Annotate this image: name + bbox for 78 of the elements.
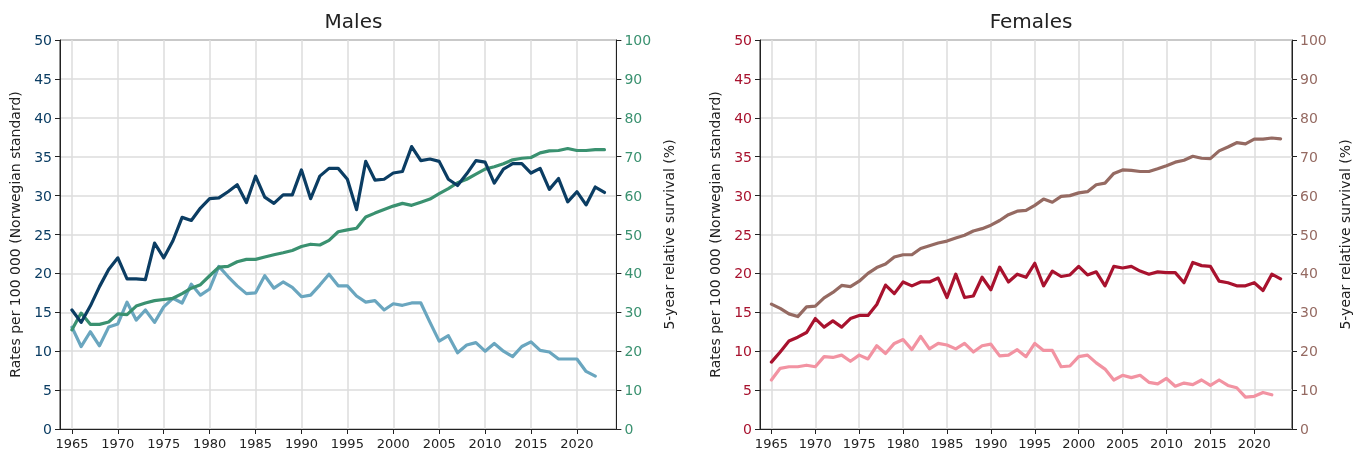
y-tick-label: 30 — [34, 187, 52, 204]
x-tick-label: 2005 — [1106, 436, 1140, 451]
x-tick-label: 1980 — [886, 436, 920, 451]
y2-tick-label: 30 — [624, 304, 643, 321]
y-tick-label: 35 — [34, 148, 52, 165]
x-tick-label: 2000 — [1062, 436, 1096, 451]
x-tick-label: 1995 — [1018, 436, 1052, 451]
x-tick-label: 2005 — [422, 436, 456, 451]
y-tick-label: 25 — [734, 226, 752, 243]
y-tick-label: 30 — [734, 187, 752, 204]
x-tick-label: 1970 — [101, 436, 135, 451]
y-tick-label: 25 — [34, 226, 52, 243]
x-tick-label: 1995 — [330, 436, 364, 451]
y2-tick-label: 50 — [1300, 226, 1318, 243]
y-tick-label: 40 — [34, 109, 52, 126]
y2-tick-label: 70 — [624, 148, 643, 165]
x-tick-label: 1975 — [147, 436, 181, 451]
y2-tick-label: 90 — [624, 70, 643, 87]
y-axis-title: Rates per 100 000 (Norwegian standard) — [707, 91, 723, 378]
x-tick-label: 2015 — [514, 436, 548, 451]
line-series — [769, 136, 1283, 319]
x-tick-label: 1965 — [55, 436, 89, 451]
y-tick-label: 20 — [734, 265, 752, 282]
x-tick-label: 1985 — [239, 436, 273, 451]
y-tick-label: 40 — [734, 109, 752, 126]
x-tick-label: 1975 — [842, 436, 876, 451]
y-tick-label: 35 — [734, 148, 752, 165]
y-tick-label: 45 — [34, 70, 52, 87]
y-tick-label: 15 — [734, 304, 752, 321]
y2-tick-label: 100 — [1300, 32, 1327, 48]
x-tick-label: 1985 — [930, 436, 964, 451]
y-tick-label: 10 — [734, 343, 752, 360]
y-tick-label: 0 — [43, 421, 52, 437]
y-tick-label: 50 — [734, 32, 752, 48]
y2-tick-label: 90 — [1300, 70, 1318, 87]
x-tick-label: 2020 — [1237, 436, 1271, 451]
y-tick-label: 15 — [34, 304, 52, 321]
y2-tick-label: 80 — [624, 109, 643, 126]
y2-tick-label: 100 — [624, 32, 652, 48]
y2-tick-label: 0 — [1300, 421, 1309, 437]
y-axis-title: Rates per 100 000 (Norwegian standard) — [7, 91, 23, 378]
y-tick-label: 0 — [743, 421, 752, 437]
y-tick-label: 45 — [734, 70, 752, 87]
x-tick-label: 2010 — [1149, 436, 1184, 451]
x-tick-label: 1990 — [974, 436, 1008, 451]
y-tick-label: 20 — [34, 265, 52, 282]
y2-tick-label: 40 — [624, 265, 643, 282]
chart-title: Females — [989, 9, 1073, 33]
x-tick-label: 2000 — [376, 436, 410, 451]
x-tick-label: 1970 — [798, 436, 832, 451]
y-tick-label: 50 — [34, 32, 52, 48]
y2-tick-label: 10 — [624, 382, 643, 399]
y2-axis-title: 5-year relative survival (%) — [661, 139, 677, 330]
y2-tick-label: 20 — [624, 343, 643, 360]
y2-tick-label: 0 — [624, 421, 634, 437]
x-tick-label: 1980 — [193, 436, 227, 451]
y2-tick-label: 70 — [1300, 148, 1318, 165]
y2-tick-label: 60 — [624, 187, 643, 204]
line-series — [70, 264, 597, 378]
line-series — [769, 334, 1274, 399]
y2-tick-label: 20 — [1300, 343, 1318, 360]
line-series — [769, 260, 1283, 364]
y2-axis-title: 5-year relative survival (%) — [1336, 139, 1353, 330]
x-tick-label: 2015 — [1193, 436, 1227, 451]
y-tick-label: 5 — [743, 382, 752, 399]
x-tick-label: 2020 — [560, 436, 594, 451]
y2-tick-label: 10 — [1300, 382, 1318, 399]
y2-tick-label: 80 — [1300, 109, 1318, 126]
y2-tick-label: 40 — [1300, 265, 1318, 282]
chart-title: Males — [324, 9, 383, 33]
y2-tick-label: 60 — [1300, 187, 1318, 204]
x-tick-label: 2010 — [468, 436, 502, 451]
x-tick-label: 1965 — [754, 436, 788, 451]
y-tick-label: 10 — [34, 343, 52, 360]
y-tick-label: 5 — [43, 382, 52, 399]
y2-tick-label: 50 — [624, 226, 643, 243]
y2-tick-label: 30 — [1300, 304, 1318, 321]
x-tick-label: 1990 — [284, 436, 319, 451]
